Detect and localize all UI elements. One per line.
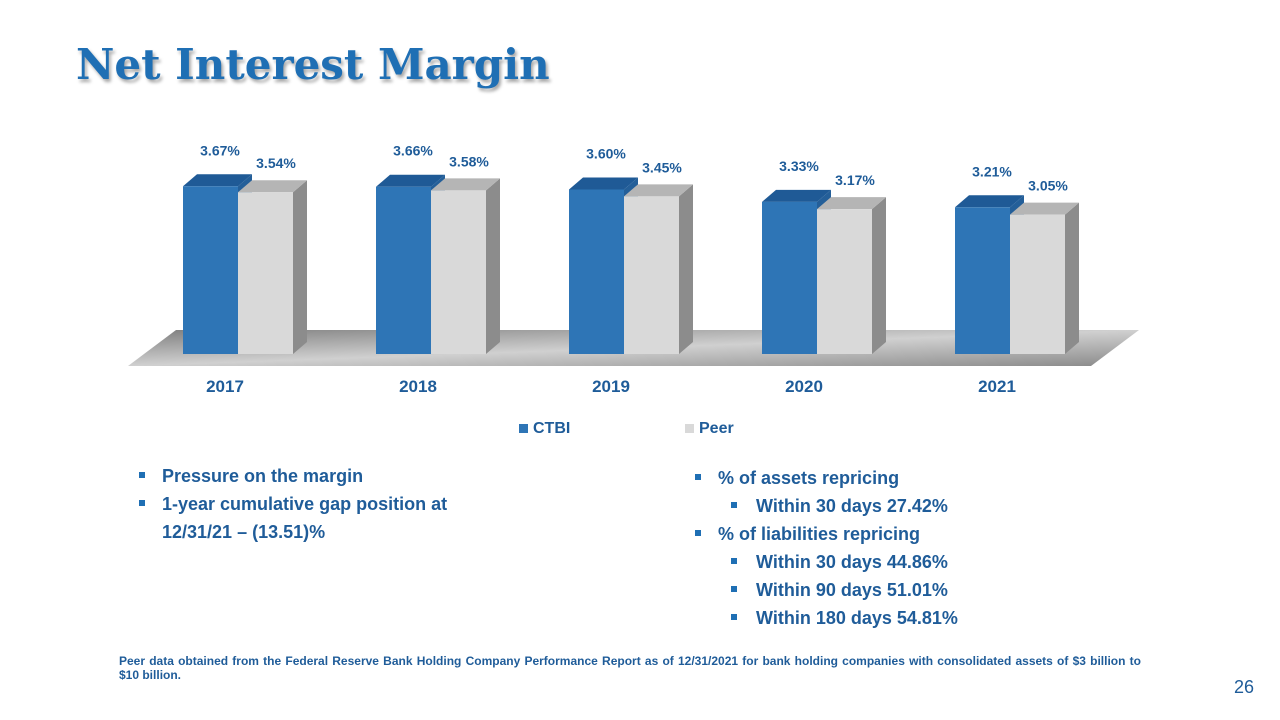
bar-top — [431, 178, 500, 191]
bullet-item: % of liabilities repricing — [692, 520, 1032, 548]
data-label: 3.66% — [393, 143, 433, 159]
nim-bar-chart: 3.67% 3.54% 3.66% 3.58% 3.60% 3.45% 3.33% 3.17%… — [128, 142, 1139, 396]
legend-swatch-ctbi — [519, 424, 528, 433]
slide-title: Net Interest Margin — [76, 40, 550, 89]
sub-bullet-item: Within 30 days 27.42% — [728, 492, 1032, 520]
chart-bars: 3.67% 3.54% 3.66% 3.58% 3.60% 3.45% 3.33% 3.17%… — [183, 142, 1079, 354]
x-tick-label: 2021 — [978, 377, 1016, 396]
data-label: 3.17% — [835, 172, 875, 188]
bar-side — [486, 178, 500, 354]
data-label: 3.54% — [256, 155, 296, 171]
bar-front — [376, 186, 431, 354]
bar-side — [1065, 202, 1079, 354]
x-tick-label: 2018 — [399, 377, 437, 396]
bar-front — [762, 201, 817, 354]
bar-peer-2018 — [431, 178, 500, 354]
bar-top — [238, 180, 307, 193]
bar-peer-2020 — [817, 197, 886, 354]
legend-label-peer: Peer — [699, 420, 734, 437]
data-label: 3.60% — [586, 145, 626, 161]
bar-peer-2019 — [624, 184, 693, 354]
bar-top — [762, 189, 831, 202]
bar-peer-2017 — [238, 180, 307, 354]
page-number: 26 — [1233, 677, 1254, 697]
legend-ctbi: CTBI — [519, 420, 570, 438]
data-label: 3.45% — [642, 159, 682, 175]
bar-front — [817, 209, 872, 354]
bar-top — [376, 174, 445, 187]
bar-peer-2021 — [1010, 202, 1079, 354]
bar-top — [955, 195, 1024, 208]
bar-top — [624, 184, 693, 197]
x-tick-label: 2020 — [785, 377, 823, 396]
bar-top — [569, 177, 638, 190]
bar-front — [431, 190, 486, 354]
data-label: 3.58% — [449, 153, 489, 169]
x-tick-label: 2019 — [592, 377, 630, 396]
sub-bullet-item: Within 180 days 54.81% — [728, 604, 1032, 632]
bar-front — [955, 207, 1010, 354]
bar-top — [817, 197, 886, 210]
x-axis-tick-labels: 2017 2018 2019 2020 2021 — [206, 377, 1016, 396]
sub-bullet-item: Within 30 days 44.86% — [728, 548, 1032, 576]
sub-bullet-item: Within 90 days 51.01% — [728, 576, 1032, 604]
bullets-right: % of assets repricing Within 30 days 27.… — [692, 464, 1032, 632]
legend-peer: Peer — [685, 420, 734, 438]
bar-front — [569, 189, 624, 354]
data-label: 3.21% — [972, 163, 1012, 179]
bar-front — [1010, 214, 1065, 354]
bar-front — [183, 186, 238, 354]
data-label: 3.05% — [1028, 178, 1068, 194]
bar-top — [1010, 202, 1079, 215]
data-label: 3.33% — [779, 158, 819, 174]
bar-front — [238, 192, 293, 354]
bullets-left: Pressure on the margin 1-year cumulative… — [136, 462, 516, 546]
data-label: 3.67% — [200, 142, 240, 158]
footnote: Peer data obtained from the Federal Rese… — [119, 654, 1141, 682]
legend-swatch-peer — [685, 424, 694, 433]
bullet-item: Pressure on the margin — [136, 462, 516, 490]
legend-label-ctbi: CTBI — [533, 420, 571, 437]
bullet-item: 1-year cumulative gap position at 12/31/… — [136, 490, 516, 546]
bar-side — [872, 197, 886, 354]
bar-side — [679, 184, 693, 354]
bar-top — [183, 174, 252, 187]
bar-front — [624, 196, 679, 354]
bar-side — [293, 180, 307, 354]
x-tick-label: 2017 — [206, 377, 244, 396]
bullet-item: % of assets repricing — [692, 464, 1032, 492]
